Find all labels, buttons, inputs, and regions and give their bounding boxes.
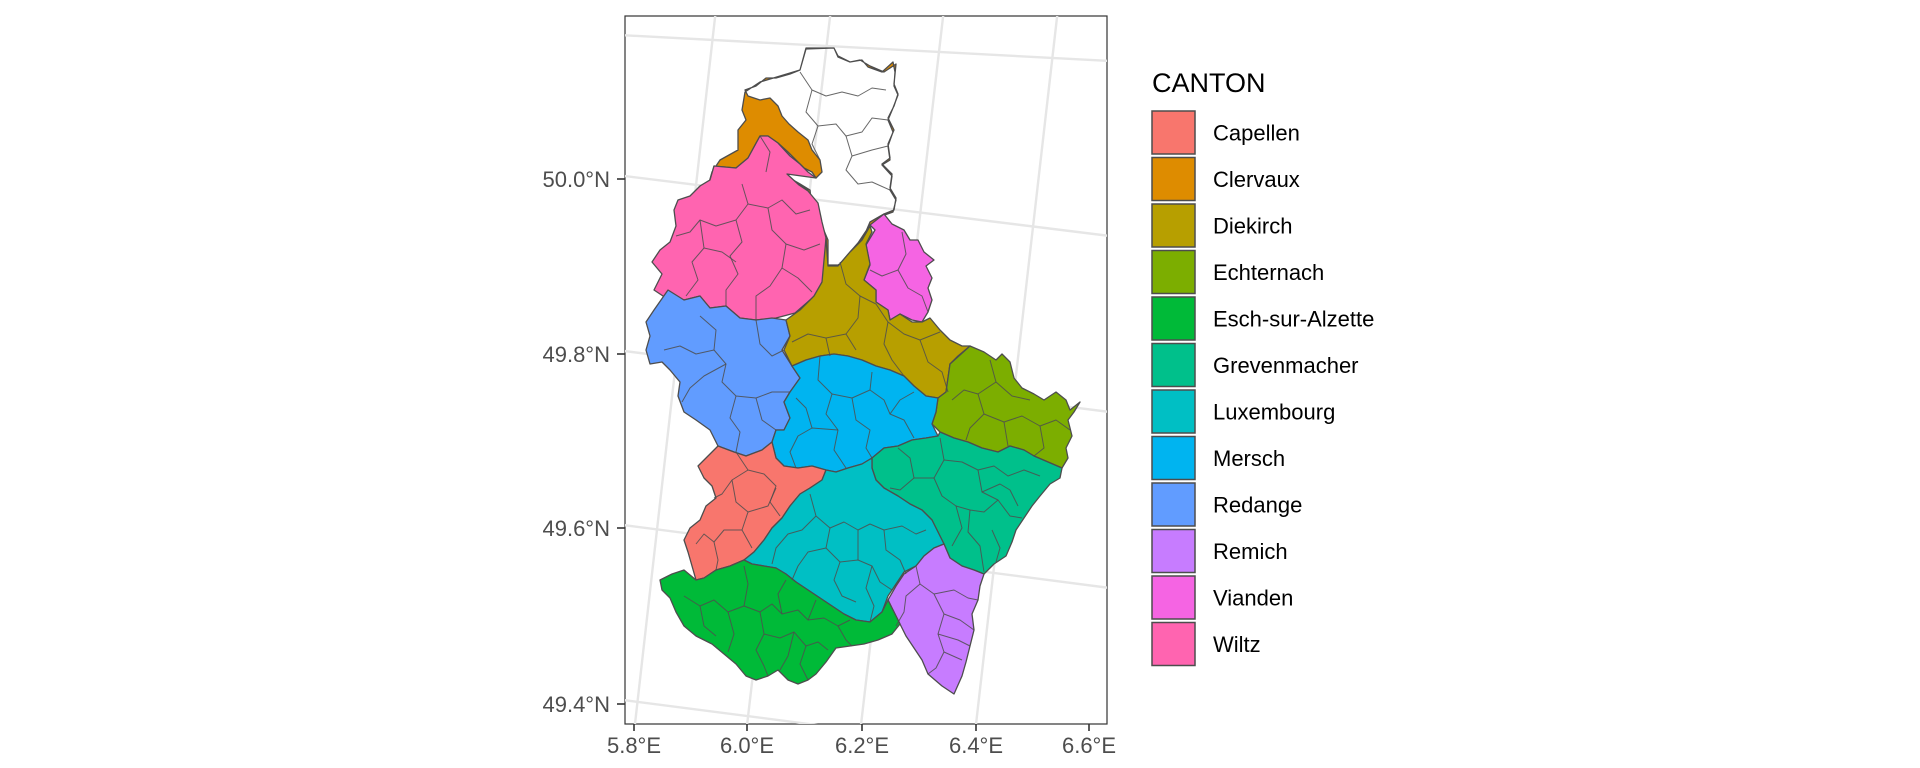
graticule-lat-49-4 [625,699,818,724]
legend-swatch [1151,156,1196,202]
legend-label: Diekirch [1213,214,1292,239]
legend-label: Vianden [1213,586,1293,611]
legend-item-wiltz[interactable]: Wiltz [1151,621,1261,667]
y-tick-label: 49.8°N [542,342,610,367]
canton-remich[interactable] [887,543,985,695]
legend-item-esch-sur-alzette[interactable]: Esch-sur-Alzette [1151,296,1374,341]
x-tick-label: 6.0°E [720,733,774,758]
legend-swatch [1151,203,1196,248]
graticule-lon-5-8 [633,16,717,724]
legend-swatch [1151,575,1196,620]
legend-items: Capellen Clervaux Diekirch Echternach Esch-s… [1151,110,1374,667]
cantons-layer [645,47,1081,695]
legend-label: Clervaux [1213,167,1300,192]
legend-label: Redange [1213,493,1302,518]
legend-item-echternach[interactable]: Echternach [1151,249,1324,295]
legend-swatch [1151,621,1196,667]
legend-item-vianden[interactable]: Vianden [1151,575,1293,620]
y-tick-label: 50.0°N [542,167,610,192]
x-tick-label: 6.4°E [949,733,1003,758]
legend-item-capellen[interactable]: Capellen [1151,110,1300,155]
y-tick-label: 49.6°N [542,516,610,541]
legend-swatch [1151,342,1196,388]
legend: CANTON Capellen Clervaux Diekirch Echternac… [1151,68,1374,667]
graticule-lat-50-2 [625,34,1107,63]
legend-swatch [1151,389,1196,434]
y-axis-labels: 50.0°N 49.8°N 49.6°N 49.4°N [542,167,610,717]
x-axis-labels: 5.8°E 6.0°E 6.2°E 6.4°E 6.6°E [607,733,1116,758]
legend-item-mersch[interactable]: Mersch [1151,435,1285,481]
legend-item-diekirch[interactable]: Diekirch [1151,203,1292,248]
canton-esch-sur-alzette[interactable] [659,559,901,685]
legend-label: Remich [1213,539,1288,564]
legend-label: Wiltz [1213,632,1261,657]
legend-swatch [1151,482,1196,527]
legend-item-redange[interactable]: Redange [1151,482,1302,527]
legend-label: Capellen [1213,121,1300,146]
y-tick-label: 49.4°N [542,692,610,717]
legend-swatch [1151,110,1196,155]
legend-title: CANTON [1152,68,1266,98]
x-tick-label: 6.6°E [1062,733,1116,758]
legend-swatch [1151,435,1196,481]
legend-item-luxembourg[interactable]: Luxembourg [1151,389,1335,434]
legend-label: Mersch [1213,446,1285,471]
graticule-lat-50-0 [625,174,1107,237]
legend-swatch [1151,528,1196,574]
x-tick-label: 6.2°E [835,733,889,758]
legend-item-clervaux[interactable]: Clervaux [1151,156,1300,202]
x-tick-label: 5.8°E [607,733,661,758]
legend-item-remich[interactable]: Remich [1151,528,1288,574]
commune-boundaries [663,71,1071,681]
legend-label: Esch-sur-Alzette [1213,307,1374,332]
legend-swatch [1151,296,1196,341]
axis-ticks [617,178,1090,731]
legend-label: Grevenmacher [1213,353,1359,378]
legend-item-grevenmacher[interactable]: Grevenmacher [1151,342,1359,388]
legend-label: Echternach [1213,260,1324,285]
legend-swatch [1151,249,1196,295]
legend-label: Luxembourg [1213,400,1335,425]
